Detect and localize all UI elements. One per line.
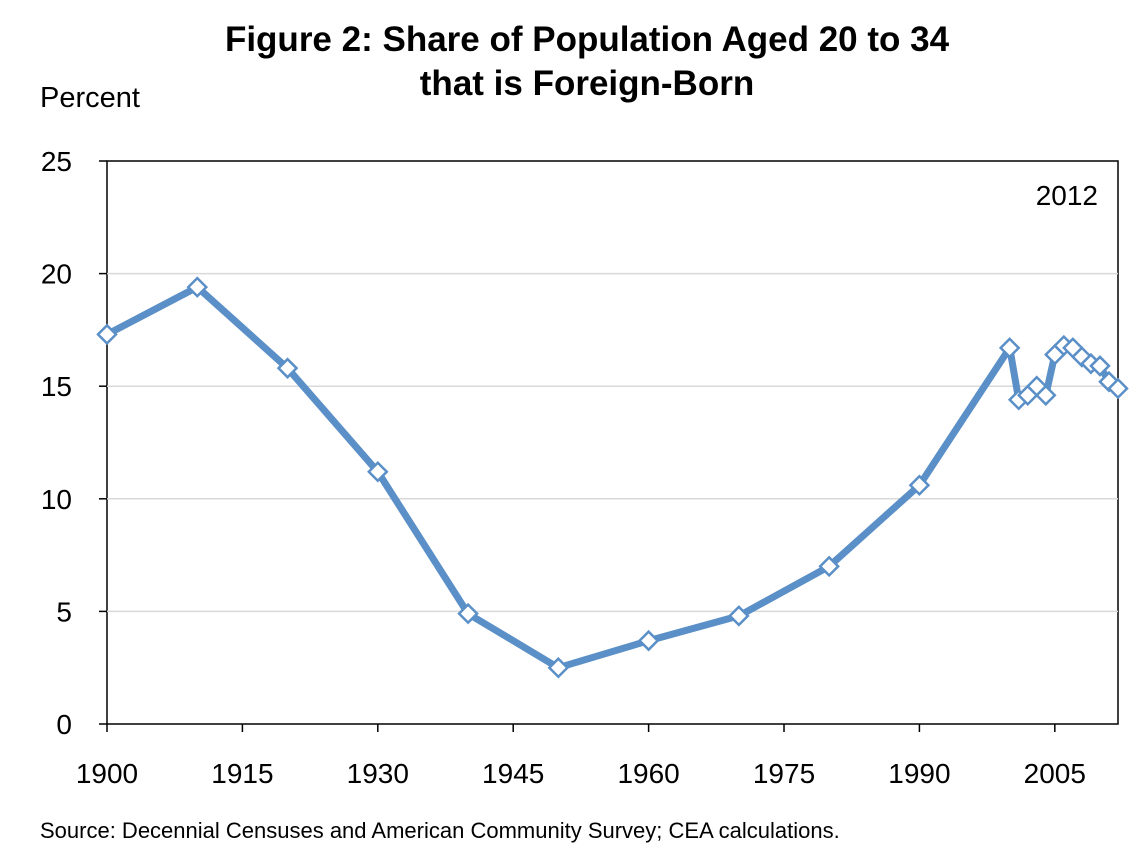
data-point-marker xyxy=(908,474,931,497)
series-line xyxy=(103,283,1122,672)
data-point-marker xyxy=(998,337,1021,359)
y-axis-unit-label: Percent xyxy=(40,82,140,114)
gridlines xyxy=(107,272,1118,613)
y-tick-label: 10 xyxy=(41,484,72,515)
year-annotation: 2012 xyxy=(1036,180,1098,211)
source-note: Source: Decennial Censuses and American … xyxy=(40,818,840,843)
x-tick-label: 1960 xyxy=(617,758,679,789)
x-tick-label: 1945 xyxy=(482,758,544,789)
x-tick-label: 1930 xyxy=(347,758,409,789)
data-point-marker xyxy=(637,629,660,652)
data-point-marker xyxy=(1035,384,1057,406)
data-point-marker xyxy=(276,357,299,379)
x-tick-label: 1975 xyxy=(753,758,815,789)
y-tick-label: 20 xyxy=(41,259,72,290)
data-point-marker xyxy=(1107,377,1129,400)
y-tick-label: 0 xyxy=(56,709,72,740)
data-point-markers xyxy=(96,276,1129,679)
y-tick-label: 25 xyxy=(41,146,72,177)
x-tick-label: 1900 xyxy=(76,758,138,789)
y-tick-label: 5 xyxy=(56,596,72,627)
data-point-marker xyxy=(96,323,118,346)
x-tick-label: 1915 xyxy=(211,758,273,789)
data-point-marker xyxy=(1089,355,1111,377)
plot-area-frame xyxy=(106,160,1119,725)
x-tick-label: 1990 xyxy=(888,758,950,789)
x-tick-label: 2005 xyxy=(1024,758,1086,789)
x-axis-ticks: 1900 1915 1930 1945 1960 1975 1990 2005 xyxy=(76,724,1086,789)
y-tick-label: 15 xyxy=(41,371,72,402)
data-point-marker xyxy=(547,656,570,679)
y-axis-ticks: 0 5 10 15 20 25 xyxy=(41,146,107,740)
data-point-marker xyxy=(818,555,840,578)
chart-title-line2: that is Foreign-Born xyxy=(419,64,755,103)
chart-title: Figure 2: Share of Population Aged 20 to… xyxy=(0,18,1147,106)
data-point-marker xyxy=(457,602,479,625)
data-point-marker xyxy=(367,461,389,483)
data-point-marker xyxy=(186,276,209,298)
data-point-marker xyxy=(728,605,750,627)
chart-title-line1: Figure 2: Share of Population Aged 20 to… xyxy=(224,20,950,59)
